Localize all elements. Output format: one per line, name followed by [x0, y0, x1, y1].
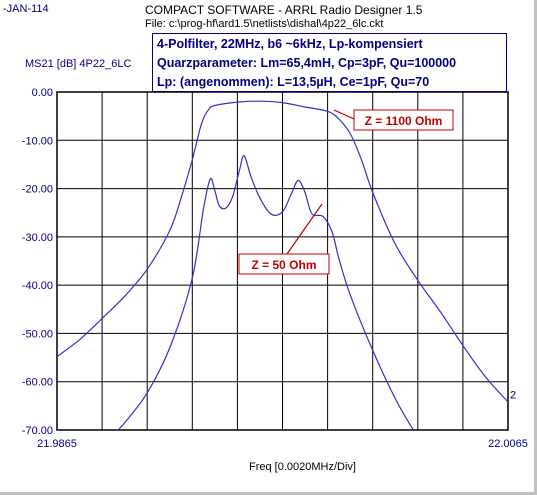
y-tick-label: -20.00 — [22, 184, 53, 196]
app-title: COMPACT SOFTWARE - ARRL Radio Designer 1… — [145, 3, 423, 17]
y-tick-label: -70.00 — [22, 425, 53, 437]
trace-marker: 2 — [510, 390, 516, 402]
annotation-leader-1 — [333, 109, 355, 120]
series-line-1 — [57, 100, 508, 403]
file-path: File: c:\prog-hf\ard1.5\netlists\dishal\… — [145, 18, 384, 30]
y-tick-label: -50.00 — [22, 328, 53, 340]
y-tick-label: -10.00 — [22, 135, 53, 147]
annotation-label-2: Z = 50 Ohm — [251, 258, 316, 272]
y-tick-label: -30.00 — [22, 232, 53, 244]
y-tick-label: -40.00 — [22, 280, 53, 292]
annotation-box-2 — [238, 253, 330, 275]
annotation-leader-2 — [286, 203, 323, 255]
y-tick-label: 0.00 — [32, 87, 53, 99]
info-line-1: 4-Polfilter, 22MHz, b6 ~6kHz, Lp-kompens… — [157, 37, 423, 51]
y-axis-label: MS21 [dB] 4P22_6LC — [25, 58, 132, 70]
series-line-2 — [117, 155, 414, 430]
annotation-label-1: Z = 1100 Ohm — [365, 114, 443, 128]
x-axis-label: Freq [0.0020MHz/Div] — [249, 461, 356, 473]
annotation-box-1 — [353, 109, 454, 131]
x-tick-label: 21.9865 — [37, 438, 77, 450]
plot-frame — [56, 91, 509, 431]
window-bottom-edge — [0, 492, 537, 495]
window-right-edge — [534, 0, 537, 495]
info-line-3: Lp: (angenommen): L=13,5µH, Ce=1pF, Qu=7… — [157, 75, 430, 89]
y-tick-label: -60.00 — [22, 377, 53, 389]
info-line-2: Quarzparameter: Lm=65,4mH, Cp=3pF, Qu=10… — [157, 56, 457, 70]
date-label: -JAN-114 — [3, 3, 49, 15]
info-box: 4-Polfilter, 22MHz, b6 ~6kHz, Lp-kompens… — [152, 33, 507, 92]
x-tick-label: 22.0065 — [488, 438, 528, 450]
